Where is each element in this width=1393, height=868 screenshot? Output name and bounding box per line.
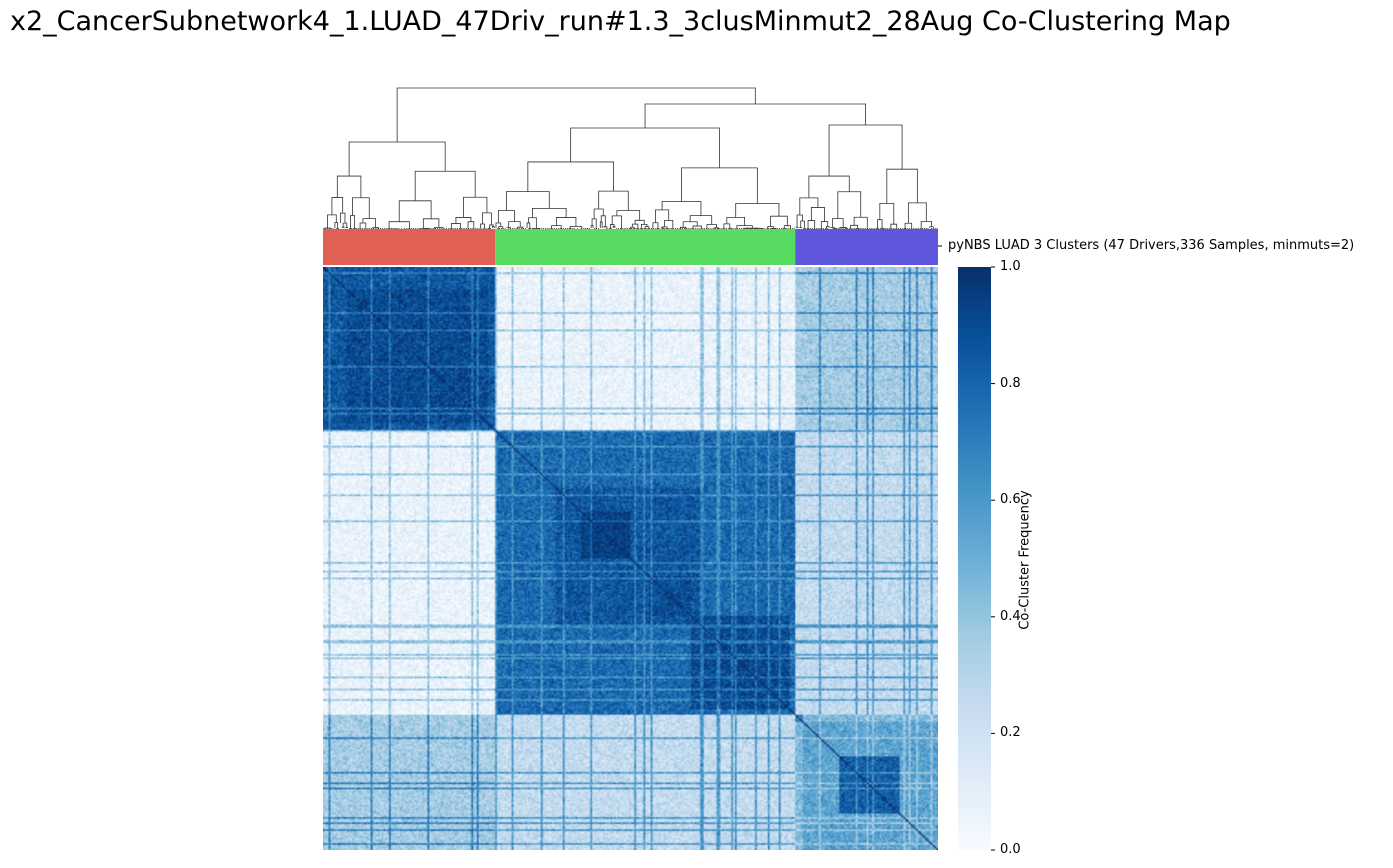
dendrogram-link xyxy=(886,168,918,204)
dendrogram-link xyxy=(341,226,345,228)
dendrogram-link xyxy=(506,191,550,211)
cluster-color-segment-1 xyxy=(323,229,496,265)
dendrogram-link xyxy=(644,103,866,128)
dendrogram-link xyxy=(555,217,577,227)
colorbar-tick-label: 1.0 xyxy=(1000,259,1021,274)
dendrogram-link xyxy=(467,221,475,233)
dendrogram-link xyxy=(450,223,461,233)
dendrogram-link xyxy=(526,222,531,229)
dendrogram-link xyxy=(837,191,862,219)
dendrogram-link xyxy=(334,222,339,230)
dendrogram-link xyxy=(528,228,532,230)
dendrogram-link xyxy=(331,197,344,215)
dendrogram-link xyxy=(877,219,883,230)
dendrogram-link xyxy=(783,225,791,230)
colorbar-tick-label: 0.2 xyxy=(1000,725,1021,741)
dendrogram-link xyxy=(652,222,659,232)
dendrogram-link xyxy=(795,226,799,228)
dendrogram-link xyxy=(508,221,521,228)
dendrogram-link xyxy=(828,124,903,177)
chart-title: x2_CancerSubnetwork4_1.LUAD_47Driv_run#1… xyxy=(10,6,1231,37)
dendrogram-link xyxy=(706,224,717,231)
dendrogram-link xyxy=(336,175,362,198)
cluster-color-segment-2 xyxy=(495,229,796,265)
dendrogram-link xyxy=(879,202,895,225)
dendrogram-link xyxy=(598,190,629,211)
dendrogram-link xyxy=(398,200,432,222)
dendrogram-link xyxy=(681,167,758,204)
dendrogram-link xyxy=(388,221,410,231)
dendrogram-link xyxy=(800,220,805,231)
dendrogram-link xyxy=(735,203,780,218)
dendrogram-link xyxy=(603,226,608,229)
dendrogram-link xyxy=(726,216,746,226)
colorbar xyxy=(958,267,991,850)
colorbar-tick-label: 0.6 xyxy=(1000,492,1021,508)
cluster-color-bar xyxy=(323,229,938,265)
column-dendrogram xyxy=(323,87,938,242)
dendrogram-link xyxy=(689,215,713,225)
dendrogram-link xyxy=(491,226,495,228)
dendrogram-link xyxy=(506,227,511,231)
dendrogram-link xyxy=(489,224,494,231)
dendrogram-link xyxy=(616,210,641,221)
dendrogram-link xyxy=(422,218,440,229)
colorbar-tick-label: 0.4 xyxy=(1000,608,1021,624)
dendrogram-link xyxy=(497,210,515,224)
dendrogram-link xyxy=(352,197,370,219)
dendrogram-link xyxy=(808,175,850,198)
dendrogram-link xyxy=(810,207,825,222)
dendrogram-link xyxy=(661,201,702,216)
dendrogram-link xyxy=(480,223,485,232)
dendrogram-link xyxy=(350,215,355,230)
dendrogram-link xyxy=(339,212,346,224)
dendrogram-link xyxy=(832,218,844,228)
dendrogram-link xyxy=(714,227,719,230)
dendrogram-link xyxy=(890,223,898,233)
dendrogram-link xyxy=(455,217,472,224)
dendrogram-link xyxy=(664,219,674,231)
dendrogram-link xyxy=(396,87,756,142)
dendrogram-link xyxy=(641,223,648,231)
dendrogram-link xyxy=(807,220,816,231)
dendrogram-link xyxy=(799,227,803,228)
dendrogram-link xyxy=(593,208,604,219)
dendrogram-link xyxy=(463,196,488,218)
dendrogram-link xyxy=(682,221,698,228)
dendrogram-link xyxy=(655,209,670,223)
dendrogram-link xyxy=(527,161,614,192)
colorbar-tick-label: 0.8 xyxy=(1000,375,1021,391)
co-clustering-heatmap xyxy=(323,267,938,850)
dendrogram-link xyxy=(612,226,616,228)
dendrogram-link xyxy=(359,222,367,232)
dendrogram-link xyxy=(850,224,859,230)
dendrogram-link xyxy=(532,207,567,218)
dendrogram-link xyxy=(907,202,927,224)
dendrogram-link xyxy=(600,215,606,227)
dendrogram-link xyxy=(590,224,594,228)
cluster-label: pyNBS LUAD 3 Clusters (47 Drivers,336 Sa… xyxy=(948,238,1355,253)
colorbar-ticks xyxy=(991,266,995,851)
dendrogram-link xyxy=(656,228,660,230)
colorbar-tick-label: 0.0 xyxy=(1000,842,1021,857)
dendrogram-link xyxy=(599,221,603,228)
dendrogram-link xyxy=(414,170,476,201)
dendrogram-link xyxy=(904,222,913,232)
dendrogram-link xyxy=(770,215,788,227)
dendrogram-link xyxy=(799,197,819,215)
cluster-color-segment-3 xyxy=(795,229,938,265)
dendrogram-link xyxy=(482,212,492,225)
